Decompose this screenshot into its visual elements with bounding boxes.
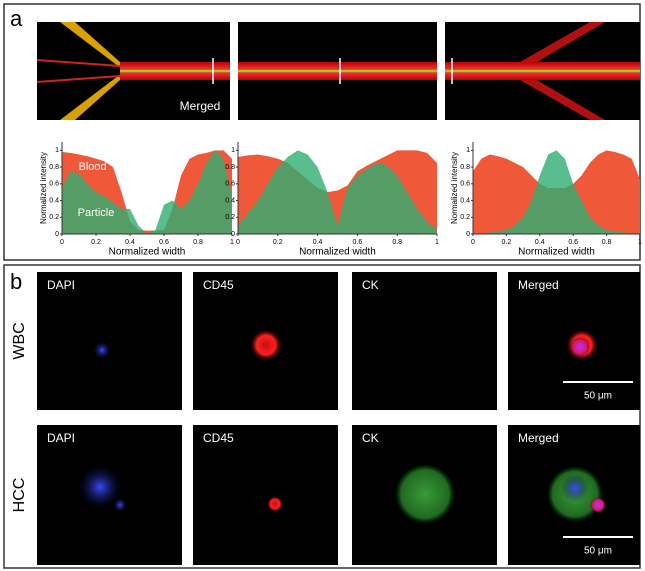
y-tick-label: 0 xyxy=(466,231,470,238)
x-tick-label: 1 xyxy=(230,239,234,246)
cell xyxy=(267,496,283,512)
row-label: WBC xyxy=(11,322,28,359)
x-tick-label: 0.6 xyxy=(353,239,363,246)
x-axis-label: Normalized width xyxy=(299,247,376,258)
y-tick-label: 0.2 xyxy=(460,214,470,221)
y-tick-label: 0 xyxy=(231,231,235,238)
panel-label: b xyxy=(10,269,22,294)
channel-label: Merged xyxy=(518,431,559,445)
y-tick-label: 0.4 xyxy=(49,197,59,204)
y-tick-label: 0.4 xyxy=(225,197,235,204)
channel-label: DAPI xyxy=(47,431,75,445)
panel-label: a xyxy=(10,6,23,31)
y-tick-label: 0 xyxy=(55,231,59,238)
x-tick-label: 0.2 xyxy=(502,239,512,246)
cell xyxy=(561,474,589,502)
figure: a Merged b WBC DAPI CD45 CK Merged 50 μm HCC DA… xyxy=(0,0,645,571)
x-tick-label: 0 xyxy=(236,239,240,246)
channel-images: Merged xyxy=(37,22,640,120)
y-axis-label: Normalized intensity xyxy=(39,152,48,224)
x-tick-label: 1 xyxy=(435,239,439,246)
channel-label: Merged xyxy=(518,278,559,292)
micrograph xyxy=(193,425,338,565)
image-label: Merged xyxy=(180,99,221,113)
y-tick-label: 0.4 xyxy=(460,197,470,204)
x-tick-label: 0.6 xyxy=(159,239,169,246)
channel-label: CD45 xyxy=(203,431,234,445)
y-tick-label: 0.6 xyxy=(49,181,59,188)
x-axis-label: Normalized width xyxy=(518,247,595,258)
x-tick-label: 0 xyxy=(60,239,64,246)
y-tick-label: 0.2 xyxy=(49,214,59,221)
x-tick-label: 0.4 xyxy=(313,239,323,246)
scale-bar-label: 50 μm xyxy=(584,546,612,557)
y-axis-label: Normalized intensity xyxy=(450,152,459,224)
row-label: HCC xyxy=(11,478,28,513)
y-tick-label: 0.6 xyxy=(460,181,470,188)
x-tick-label: 0.4 xyxy=(535,239,545,246)
cell xyxy=(93,341,111,359)
cell xyxy=(250,329,282,361)
x-tick-label: 0 xyxy=(471,239,475,246)
scale-bar-label: 50 μm xyxy=(584,391,612,402)
y-tick-label: 0.8 xyxy=(225,164,235,171)
micrograph xyxy=(37,272,182,410)
cell xyxy=(113,498,127,512)
y-tick-label: 1 xyxy=(231,147,235,154)
cell xyxy=(590,497,606,513)
x-tick-label: 0.2 xyxy=(91,239,101,246)
cell xyxy=(570,337,590,357)
channel-label: DAPI xyxy=(47,278,75,292)
y-tick-label: 0.8 xyxy=(460,164,470,171)
x-tick-label: 0.8 xyxy=(392,239,402,246)
channel-label: CK xyxy=(362,278,379,292)
x-tick-label: 0.8 xyxy=(193,239,203,246)
micrograph xyxy=(352,272,497,410)
x-axis-label: Normalized width xyxy=(109,247,186,258)
y-tick-label: 0.2 xyxy=(225,214,235,221)
y-tick-label: 0.6 xyxy=(225,181,235,188)
cell-images: WBC DAPI CD45 CK Merged 50 μm HCC DAPI CD45 CK Mer… xyxy=(11,272,640,565)
channel-label: CK xyxy=(362,431,379,445)
x-tick-label: 0.8 xyxy=(602,239,612,246)
y-tick-label: 1 xyxy=(55,147,59,154)
x-tick-label: 0.4 xyxy=(125,239,135,246)
series-label: Blood xyxy=(79,161,107,173)
channel-label: CD45 xyxy=(203,278,234,292)
x-tick-label: 1 xyxy=(638,239,642,246)
x-tick-label: 0.2 xyxy=(273,239,283,246)
y-tick-label: 0.8 xyxy=(49,164,59,171)
x-tick-label: 0.6 xyxy=(568,239,578,246)
series-label: Particle xyxy=(78,207,115,219)
y-tick-label: 1 xyxy=(466,147,470,154)
cell xyxy=(395,464,455,524)
